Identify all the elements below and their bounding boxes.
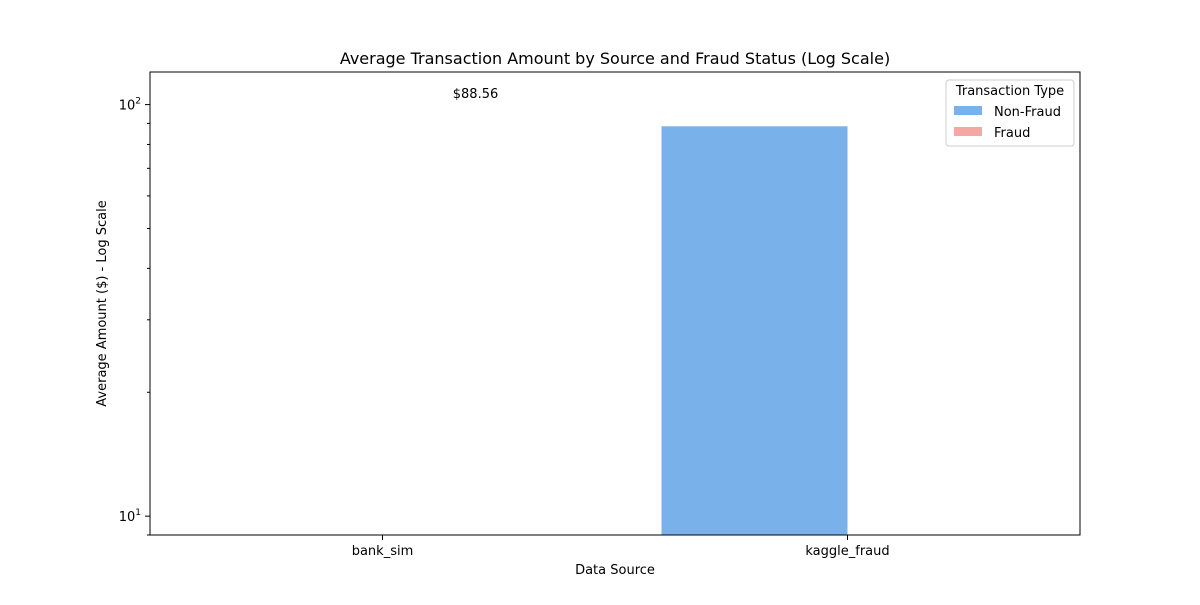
y-tick-label: 101: [119, 508, 141, 525]
legend-swatch: [954, 106, 982, 115]
x-tick-label: bank_sim: [352, 544, 414, 559]
y-tick-exponent: 2: [135, 97, 141, 107]
x-axis-label: Data Source: [575, 563, 655, 578]
plot-frame: [149, 71, 1081, 536]
y-tick-base: 10: [119, 99, 136, 114]
bars-layer: [661, 126, 848, 536]
y-tick-exponent: 1: [135, 508, 141, 518]
legend-label: Non-Fraud: [994, 105, 1061, 120]
legend-label: Fraud: [994, 126, 1030, 141]
data-labels-layer: $88.56: [453, 87, 499, 102]
x-tick-label: kaggle_fraud: [805, 544, 889, 559]
y-tick-label: 102: [119, 97, 141, 114]
legend-title: Transaction Type: [955, 84, 1064, 99]
y-axis-label: Average Amount ($) - Log Scale: [95, 200, 110, 406]
data-label: $88.56: [453, 87, 499, 102]
y-tick-base: 10: [119, 510, 136, 525]
legend: Transaction Type Non-Fraud Fraud: [945, 79, 1075, 147]
legend-swatch: [954, 127, 982, 136]
chart-title: Average Transaction Amount by Source and…: [340, 49, 890, 68]
bar-non-fraud-kaggle_fraud: [661, 126, 848, 536]
